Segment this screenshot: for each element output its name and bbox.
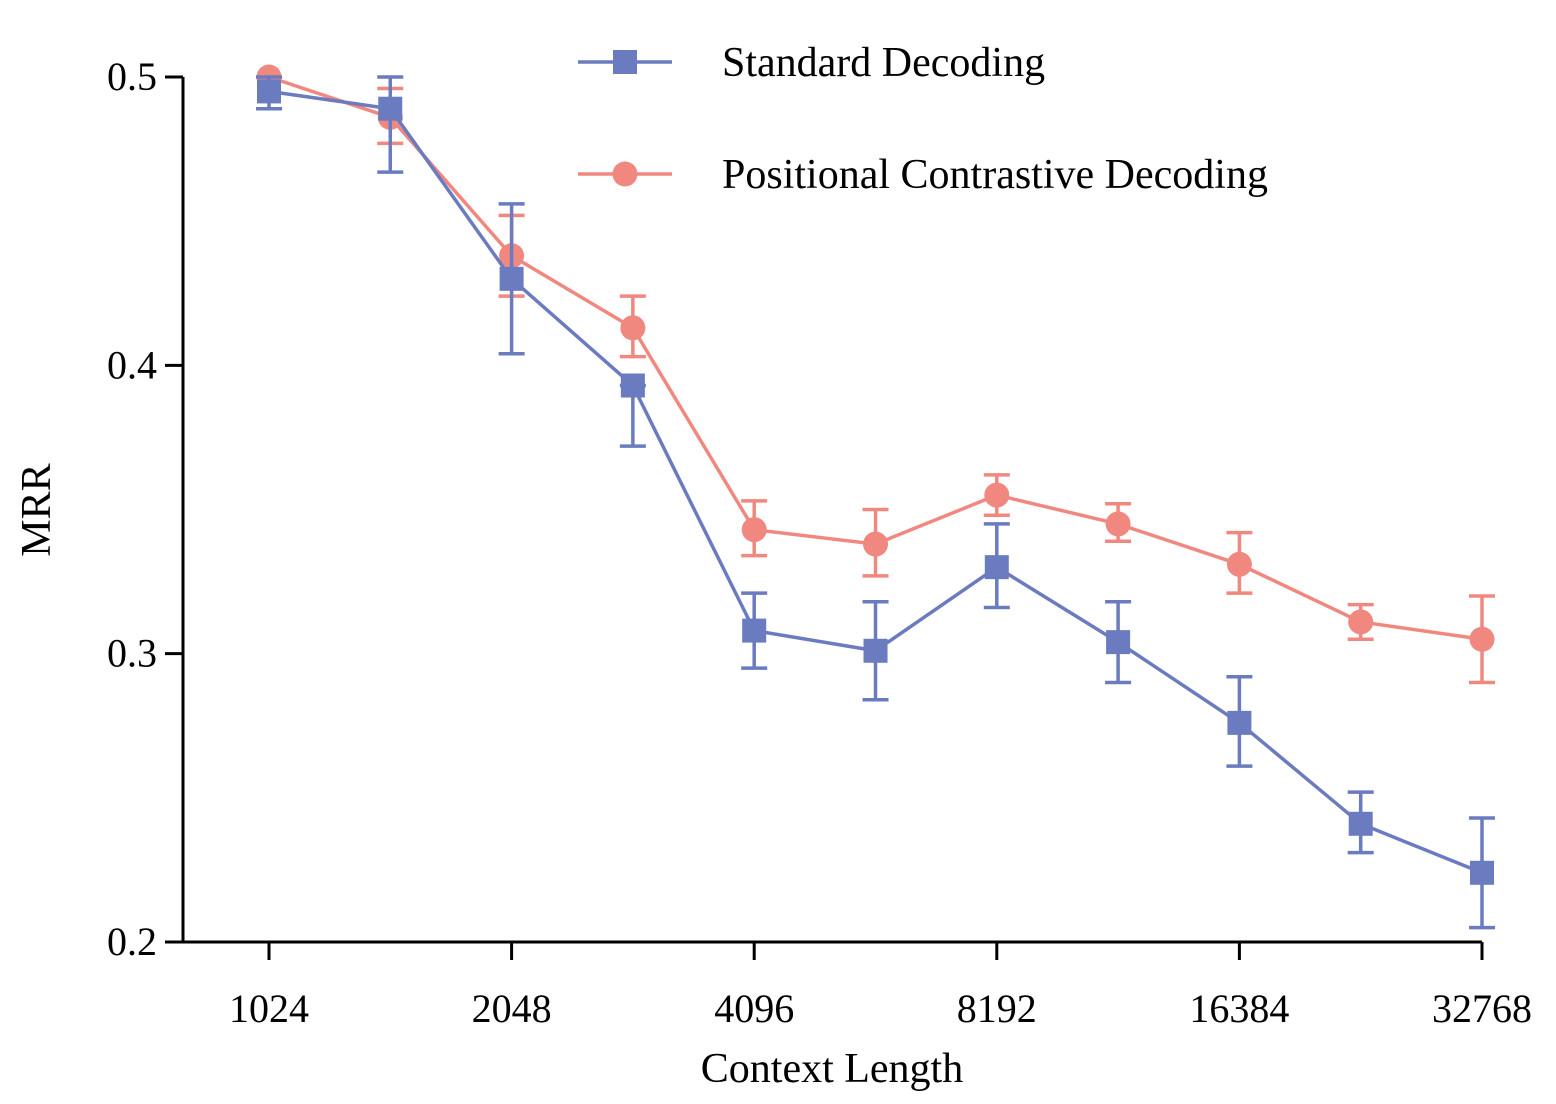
legend-marker-circle <box>612 161 638 187</box>
data-point-square <box>1227 710 1252 735</box>
x-tick-label: 32768 <box>1432 986 1532 1031</box>
data-point-square <box>1348 811 1373 836</box>
data-point-circle <box>1348 609 1374 635</box>
data-point-circle <box>1469 626 1495 652</box>
data-point-circle <box>1105 511 1131 537</box>
y-tick-label: 0.5 <box>107 54 157 99</box>
data-point-circle <box>741 517 767 543</box>
data-point-square <box>1106 630 1131 655</box>
data-point-circle <box>1226 551 1252 577</box>
y-axis-title: MRR <box>14 463 60 556</box>
data-point-circle <box>863 531 889 557</box>
legend-label: Positional Contrastive Decoding <box>722 152 1268 198</box>
data-point-square <box>620 373 645 398</box>
data-point-circle <box>620 315 646 341</box>
series-line <box>268 89 1483 875</box>
data-point-square <box>1470 860 1494 885</box>
data-point-circle <box>984 482 1010 508</box>
legend-item: Positional Contrastive Decoding <box>578 152 1268 198</box>
data-point-square <box>378 96 403 121</box>
x-tick-label: 16384 <box>1189 986 1289 1031</box>
x-tick-label: 4096 <box>714 986 794 1031</box>
legend: Standard Decoding Positional Contrastive … <box>578 40 1268 198</box>
data-point-square <box>742 618 767 643</box>
legend-marker-square <box>613 50 637 74</box>
x-tick-label: 1024 <box>229 986 309 1031</box>
series-standard-decoding <box>256 75 1495 930</box>
y-tick-label: 0.3 <box>107 631 157 676</box>
axes: 0.2 0.3 0.4 0.5 1024 2048 4096 8192 16384 32768 <box>107 54 1532 1031</box>
data-point-square <box>863 638 888 663</box>
y-tick-label: 0.2 <box>107 919 157 964</box>
legend-label: Standard Decoding <box>722 40 1045 86</box>
x-tick-label: 2048 <box>472 986 552 1031</box>
legend-item: Standard Decoding <box>578 40 1045 86</box>
data-point-square <box>257 79 281 104</box>
data-point-square <box>499 266 524 291</box>
x-tick-label: 8192 <box>957 986 1037 1031</box>
y-tick-label: 0.4 <box>107 342 157 387</box>
x-axis-title: Context Length <box>701 1046 963 1092</box>
data-point-square <box>984 555 1009 580</box>
series-layer <box>256 64 1495 930</box>
